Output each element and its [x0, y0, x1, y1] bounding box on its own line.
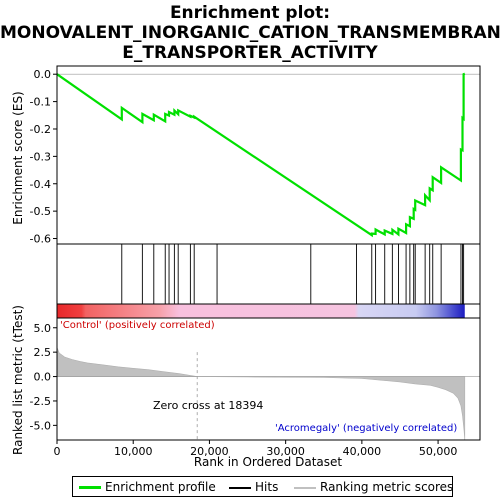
hits-frame — [56, 243, 481, 305]
rank-y-tick-label: 5.0 — [34, 322, 52, 335]
enrichment-profile-swatch — [79, 486, 101, 489]
ranking-metric-swatch — [294, 486, 316, 489]
ranking-metric-panel: 5.0 2.5 0.0 -2.5 -5.0 — [30, 317, 481, 441]
rank-frame — [56, 317, 481, 441]
es-y-tick-label: -0.5 — [30, 205, 51, 218]
es-y-tick-label: -0.1 — [30, 96, 51, 109]
es-y-tick-label: 0.0 — [34, 68, 52, 81]
legend-hits: Hits — [229, 480, 278, 494]
negative-correlated-label: 'Acromegaly' (negatively correlated) — [275, 423, 457, 434]
es-plot-area — [57, 66, 480, 244]
color-bar-panel — [56, 303, 481, 319]
rank-y-tick-label: 2.5 — [34, 346, 52, 359]
rank-y-tick-label: -2.5 — [30, 395, 51, 408]
rank-y-tick-label: 0.0 — [34, 371, 52, 384]
es-y-tick-label: -0.6 — [30, 233, 51, 246]
x-tick-label: 20,000 — [190, 445, 229, 458]
legend-ranking-metric-label: Ranking metric scores — [320, 480, 454, 494]
chart-title-line-1: Enrichment plot: — [169, 3, 331, 23]
es-y-tick-label: -0.4 — [30, 178, 51, 191]
es-y-tick-label: -0.2 — [30, 123, 51, 136]
x-axis: 0 10,000 20,000 30,000 40,000 50,000 — [54, 440, 458, 458]
x-axis-label: Rank in Ordered Dataset — [194, 455, 342, 469]
zero-cross-label: Zero cross at 18394 — [153, 399, 263, 412]
es-panel: 0.0 -0.1 -0.2 -0.3 -0.4 -0.5 -0.6 — [30, 65, 481, 246]
es-y-axis-label: Enrichment score (ES) — [11, 91, 25, 224]
hits-panel — [56, 243, 481, 305]
x-tick-label: 0 — [54, 445, 61, 458]
legend-enrichment-profile-label: Enrichment profile — [105, 480, 216, 494]
legend-enrichment-profile: Enrichment profile — [79, 480, 216, 494]
x-tick-label: 40,000 — [343, 445, 382, 458]
x-tick-label: 50,000 — [419, 445, 458, 458]
rank-color-bar — [57, 304, 465, 318]
chart-title-line-2: MONOVALENT_INORGANIC_CATION_TRANSMEMBRAN — [0, 23, 500, 43]
legend: Enrichment profile Hits Ranking metric s… — [72, 476, 453, 497]
x-tick-label: 10,000 — [114, 445, 153, 458]
es-y-tick-label: -0.3 — [30, 150, 51, 163]
ranking-metric-area — [56, 347, 466, 441]
x-tick-label: 30,000 — [266, 445, 305, 458]
positive-correlated-label: 'Control' (positively correlated) — [60, 320, 215, 331]
enrichment-profile-line — [56, 72, 466, 238]
rank-y-tick-label: -5.0 — [30, 419, 51, 432]
chart-title-line-3: E_TRANSPORTER_ACTIVITY — [122, 43, 378, 63]
legend-ranking-metric: Ranking metric scores — [294, 480, 453, 494]
legend-hits-label: Hits — [255, 480, 279, 494]
hits-swatch — [229, 486, 251, 489]
ranking-y-axis-label: Ranked list metric (tTest) — [11, 305, 25, 455]
